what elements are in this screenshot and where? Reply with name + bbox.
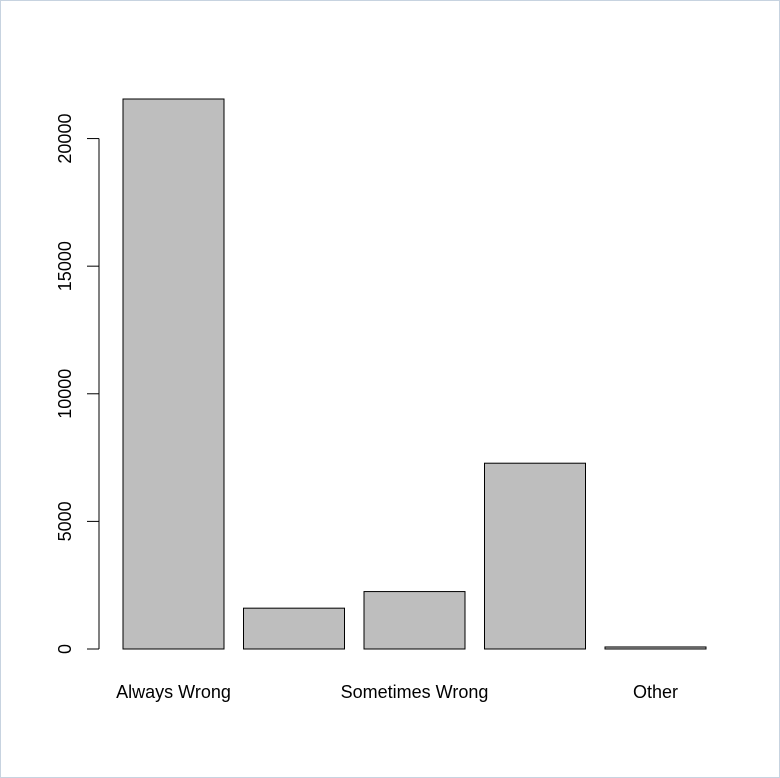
y-tick-label-2: 10000 (55, 369, 75, 419)
bar-2 (363, 591, 466, 650)
x-category-label-0: Always Wrong (116, 682, 231, 702)
bars-group (122, 98, 707, 650)
x-category-label-4: Other (633, 682, 678, 702)
y-tick-label-4: 20000 (55, 114, 75, 164)
x-category-label-2: Sometimes Wrong (341, 682, 489, 702)
x-labels: Always Wrong Sometimes Wrong Other (116, 682, 678, 702)
y-tick-label-0: 0 (55, 644, 75, 654)
y-tick-label-3: 15000 (55, 241, 75, 291)
y-axis: 0 5000 10000 15000 20000 (55, 114, 100, 654)
bar-4 (604, 646, 707, 650)
bar-0 (122, 98, 225, 650)
y-tick-label-1: 5000 (55, 501, 75, 541)
bar-3 (484, 462, 586, 650)
bar-1 (243, 607, 345, 650)
